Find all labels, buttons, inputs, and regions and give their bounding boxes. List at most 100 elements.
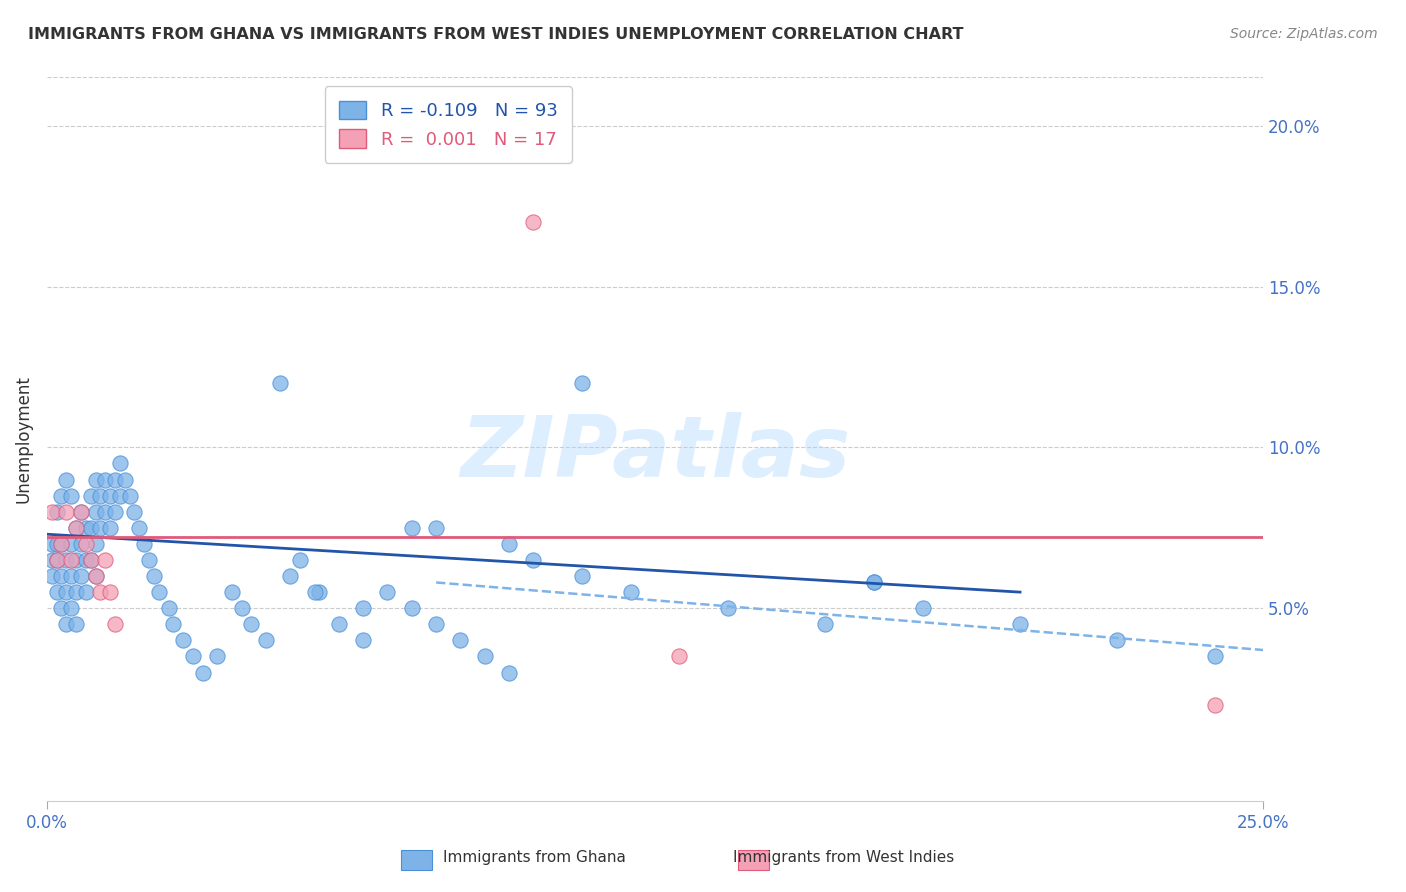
Immigrants from Ghana	[401, 601, 423, 615]
Immigrants from Ghana	[498, 537, 520, 551]
Immigrants from Ghana	[51, 537, 73, 551]
Text: ZIPatlas: ZIPatlas	[460, 412, 851, 495]
Immigrants from Ghana	[911, 601, 934, 615]
Immigrants from Ghana	[181, 649, 204, 664]
Immigrants from Ghana	[55, 473, 77, 487]
Immigrants from Ghana	[94, 473, 117, 487]
Immigrants from Ghana	[240, 617, 263, 632]
Immigrants from Ghana	[191, 665, 214, 680]
Text: IMMIGRANTS FROM GHANA VS IMMIGRANTS FROM WEST INDIES UNEMPLOYMENT CORRELATION CH: IMMIGRANTS FROM GHANA VS IMMIGRANTS FROM…	[28, 27, 963, 42]
Immigrants from Ghana	[118, 489, 141, 503]
Immigrants from Ghana	[55, 617, 77, 632]
Immigrants from Ghana	[352, 601, 374, 615]
Immigrants from Ghana	[45, 505, 67, 519]
Immigrants from Ghana	[134, 537, 156, 551]
Immigrants from Ghana	[45, 553, 67, 567]
Immigrants from West Indies	[1204, 698, 1226, 712]
Immigrants from Ghana	[522, 553, 544, 567]
Immigrants from West Indies	[51, 537, 73, 551]
Immigrants from West Indies	[75, 537, 97, 551]
Immigrants from Ghana	[60, 569, 83, 583]
Immigrants from West Indies	[89, 585, 111, 599]
Immigrants from Ghana	[157, 601, 180, 615]
Immigrants from Ghana	[717, 601, 740, 615]
Immigrants from Ghana	[142, 569, 165, 583]
Immigrants from Ghana	[269, 376, 291, 390]
Immigrants from Ghana	[278, 569, 301, 583]
Text: Immigrants from West Indies: Immigrants from West Indies	[733, 850, 955, 865]
Text: Immigrants from Ghana: Immigrants from Ghana	[443, 850, 626, 865]
Immigrants from West Indies	[70, 505, 93, 519]
Immigrants from West Indies	[65, 521, 87, 535]
Immigrants from Ghana	[425, 617, 447, 632]
Immigrants from Ghana	[620, 585, 643, 599]
Immigrants from West Indies	[79, 553, 101, 567]
Immigrants from Ghana	[108, 489, 131, 503]
Immigrants from Ghana	[79, 521, 101, 535]
Immigrants from West Indies	[94, 553, 117, 567]
Immigrants from Ghana	[98, 489, 121, 503]
Immigrants from West Indies	[45, 553, 67, 567]
Immigrants from Ghana	[254, 633, 277, 648]
Legend: R = -0.109   N = 93, R =  0.001   N = 17: R = -0.109 N = 93, R = 0.001 N = 17	[325, 87, 572, 163]
Immigrants from West Indies	[98, 585, 121, 599]
Y-axis label: Unemployment: Unemployment	[15, 376, 32, 503]
Immigrants from Ghana	[84, 537, 107, 551]
Immigrants from Ghana	[114, 473, 136, 487]
Immigrants from West Indies	[60, 553, 83, 567]
Immigrants from Ghana	[474, 649, 496, 664]
Immigrants from Ghana	[231, 601, 253, 615]
Immigrants from Ghana	[65, 553, 87, 567]
Immigrants from Ghana	[51, 569, 73, 583]
Immigrants from Ghana	[124, 505, 146, 519]
Immigrants from Ghana	[84, 473, 107, 487]
Immigrants from Ghana	[41, 553, 63, 567]
Immigrants from Ghana	[94, 505, 117, 519]
Immigrants from Ghana	[104, 505, 127, 519]
Immigrants from West Indies	[84, 569, 107, 583]
Immigrants from West Indies	[522, 215, 544, 229]
Immigrants from Ghana	[148, 585, 170, 599]
Text: Source: ZipAtlas.com: Source: ZipAtlas.com	[1230, 27, 1378, 41]
Immigrants from Ghana	[108, 457, 131, 471]
Immigrants from Ghana	[70, 505, 93, 519]
Immigrants from Ghana	[221, 585, 243, 599]
Immigrants from West Indies	[668, 649, 690, 664]
Immigrants from Ghana	[51, 601, 73, 615]
Immigrants from Ghana	[98, 521, 121, 535]
Immigrants from Ghana	[328, 617, 350, 632]
Immigrants from West Indies	[41, 505, 63, 519]
Immigrants from Ghana	[41, 569, 63, 583]
Immigrants from Ghana	[60, 537, 83, 551]
Immigrants from Ghana	[65, 585, 87, 599]
Immigrants from Ghana	[425, 521, 447, 535]
Immigrants from Ghana	[45, 537, 67, 551]
Immigrants from Ghana	[89, 521, 111, 535]
Immigrants from Ghana	[41, 537, 63, 551]
Immigrants from Ghana	[1204, 649, 1226, 664]
Immigrants from Ghana	[70, 569, 93, 583]
Immigrants from Ghana	[60, 489, 83, 503]
Immigrants from Ghana	[1008, 617, 1031, 632]
Immigrants from Ghana	[65, 617, 87, 632]
Immigrants from Ghana	[571, 569, 593, 583]
Immigrants from Ghana	[128, 521, 150, 535]
Immigrants from Ghana	[84, 569, 107, 583]
Immigrants from Ghana	[172, 633, 194, 648]
Immigrants from Ghana	[450, 633, 472, 648]
Immigrants from Ghana	[863, 575, 886, 590]
Immigrants from Ghana	[84, 505, 107, 519]
Immigrants from Ghana	[377, 585, 399, 599]
Immigrants from Ghana	[55, 553, 77, 567]
Immigrants from Ghana	[138, 553, 160, 567]
Immigrants from West Indies	[104, 617, 127, 632]
Immigrants from Ghana	[60, 601, 83, 615]
Immigrants from Ghana	[45, 585, 67, 599]
Immigrants from Ghana	[75, 585, 97, 599]
Immigrants from Ghana	[1107, 633, 1129, 648]
Immigrants from Ghana	[863, 575, 886, 590]
Immigrants from Ghana	[205, 649, 228, 664]
Immigrants from Ghana	[288, 553, 311, 567]
Immigrants from Ghana	[401, 521, 423, 535]
Immigrants from Ghana	[498, 665, 520, 680]
